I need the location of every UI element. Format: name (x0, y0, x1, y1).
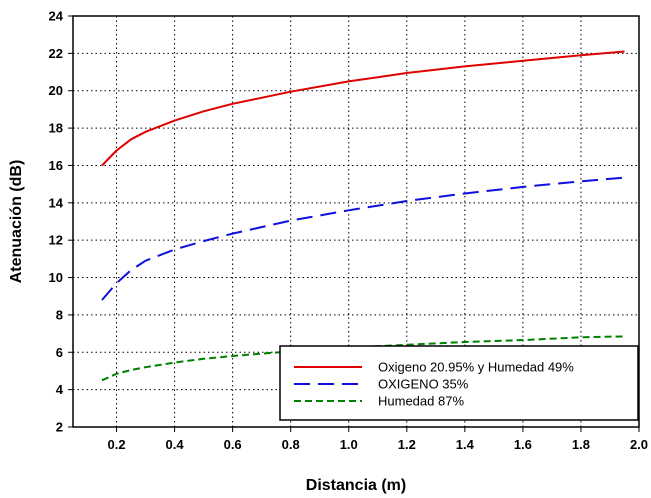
y-tick-label: 18 (49, 121, 63, 136)
tick-labels: 0.2 0.4 0.6 0.8 1.0 1.2 1.4 1.6 1.8 2.02468101214… (49, 9, 649, 453)
x-tick-label: 0.2 (107, 437, 125, 452)
y-tick-label: 20 (49, 83, 63, 98)
y-tick-label: 24 (49, 9, 64, 24)
axis-ticks (68, 15, 640, 432)
y-tick-label: 2 (56, 420, 63, 435)
x-tick-label: 0.6 (224, 437, 242, 452)
x-tick-label: 1.4 (456, 437, 475, 452)
plot-frame (72, 15, 640, 428)
x-tick-label: 0.8 (282, 437, 300, 452)
x-tick-label: 1.2 (398, 437, 416, 452)
x-tick-label: 1.6 (514, 437, 532, 452)
legend-label: OXIGENO 35% (378, 377, 469, 392)
y-tick-label: 22 (49, 46, 63, 61)
y-tick-label: 10 (49, 270, 63, 285)
x-tick-label: 1.8 (572, 437, 590, 452)
y-tick-label: 8 (56, 307, 63, 322)
x-tick-label: 1.0 (340, 437, 358, 452)
legend-label: Humedad 87% (378, 394, 464, 409)
x-tick-label: 0.4 (166, 437, 185, 452)
y-tick-label: 4 (56, 382, 64, 397)
series-line-2 (101, 176, 625, 301)
legend: Oxigeno 20.95% y Humedad 49% OXIGENO 35% H… (279, 345, 639, 421)
legend-label: Oxigeno 20.95% y Humedad 49% (378, 360, 574, 375)
x-axis-title: Distancia (m) (306, 477, 406, 494)
y-axis-title: Atenuación (dB) (8, 160, 25, 284)
y-tick-label: 6 (56, 345, 63, 360)
y-tick-label: 16 (49, 158, 63, 173)
series-line-3 (101, 335, 625, 382)
legend-box (279, 345, 639, 421)
y-tick-label: 12 (49, 233, 63, 248)
series-line-1 (101, 50, 625, 167)
y-tick-label: 14 (49, 195, 64, 210)
series-lines (101, 50, 625, 382)
x-tick-label: 2.0 (630, 437, 648, 452)
